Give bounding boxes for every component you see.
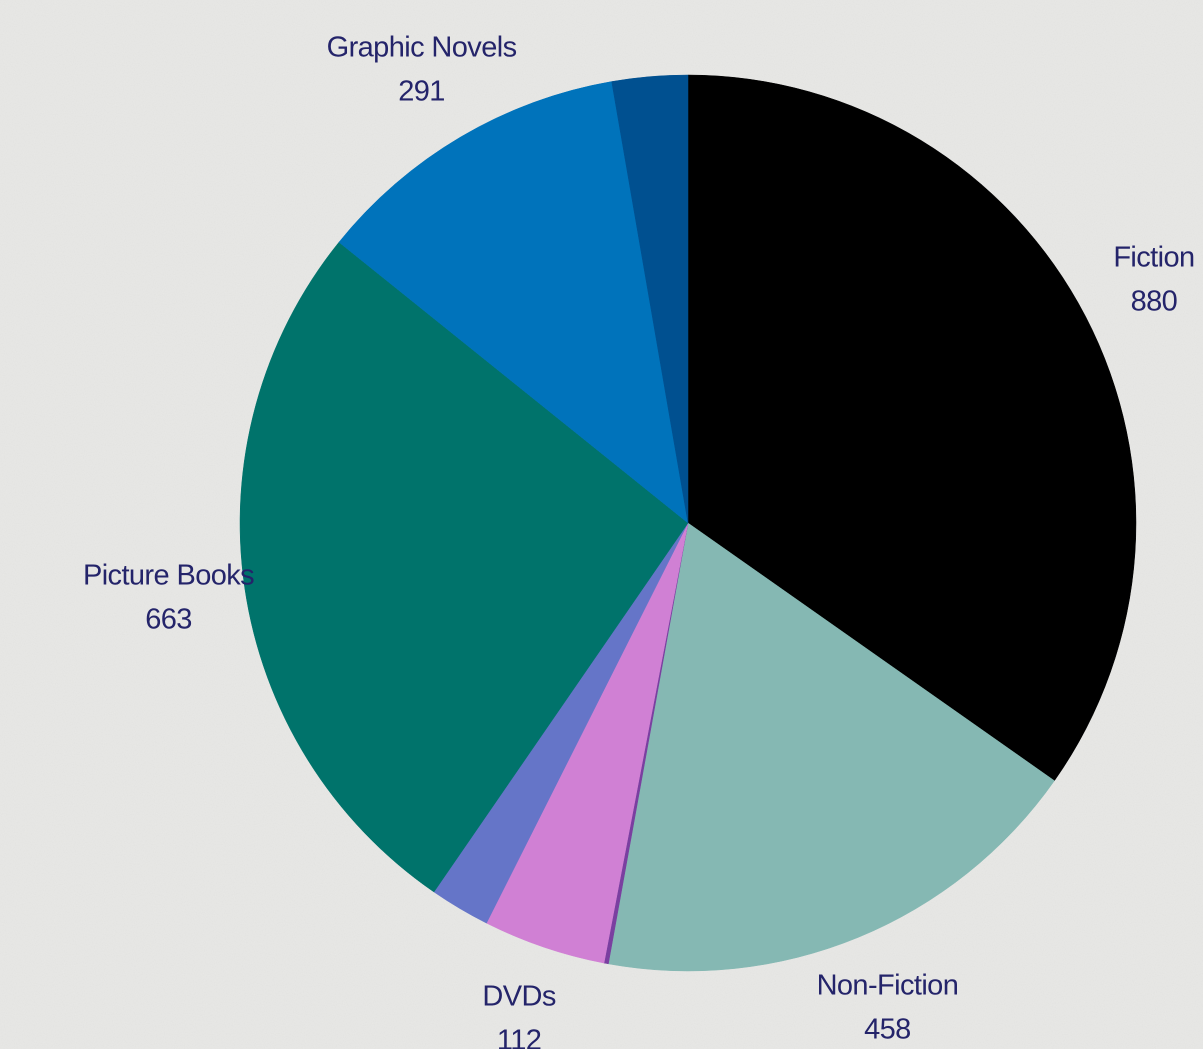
slice-value: 112	[497, 1025, 541, 1049]
slice-label: DVDs	[482, 981, 555, 1013]
slice-label: Graphic Novels	[327, 31, 517, 63]
pie-slice	[338, 81, 689, 524]
slice-value: 291	[398, 75, 445, 107]
slice-value: 880	[1131, 286, 1178, 318]
slice-label: Fiction	[1113, 242, 1194, 274]
pie-slice	[687, 74, 1137, 782]
pie-slice	[239, 241, 689, 893]
slice-value: 458	[864, 1013, 911, 1045]
slice-value: 663	[145, 604, 192, 636]
pie-slice	[608, 522, 1055, 972]
slice-label: Picture Books	[83, 560, 254, 592]
slice-label: Non-Fiction	[817, 969, 959, 1001]
pie-slice	[611, 74, 689, 524]
